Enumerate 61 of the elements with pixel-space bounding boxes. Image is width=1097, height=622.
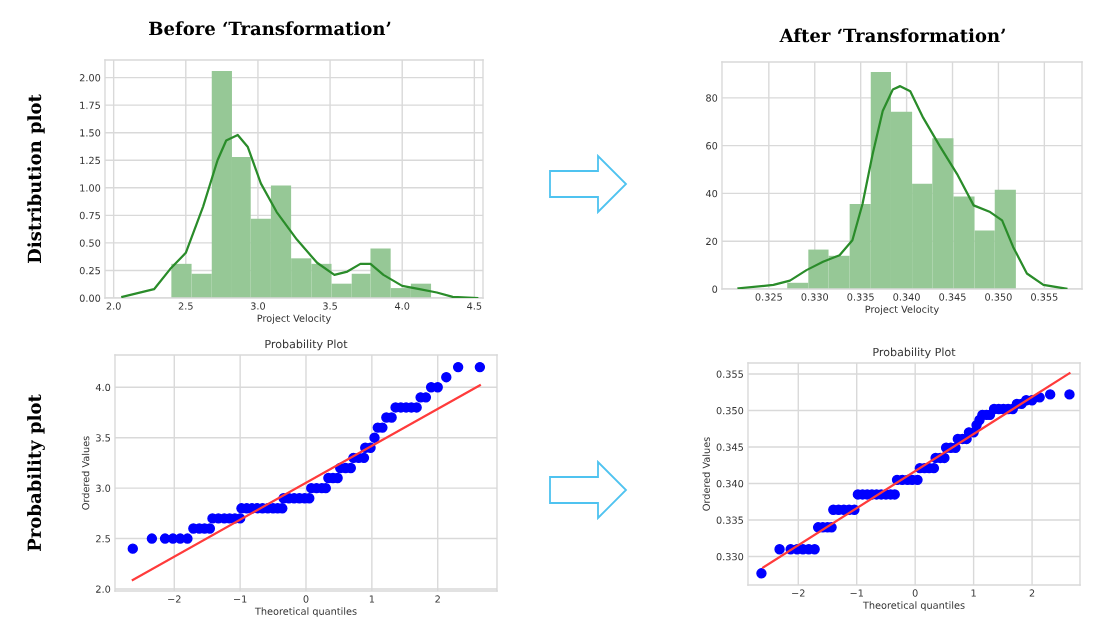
y-tick-label: 3.0	[96, 484, 111, 492]
text: Probability plot	[27, 394, 45, 551]
x-tick-label: 0	[303, 595, 309, 603]
x-axis-title: Project Velocity	[257, 314, 331, 324]
y-tick-label: 1.75	[80, 101, 100, 110]
y-tick-label: 2.00	[79, 74, 101, 82]
y-tick-label: 0.350	[716, 406, 744, 415]
x-tick-label: 0.340	[893, 293, 920, 301]
x-tick-label: 0.330	[801, 293, 829, 301]
y-tick-label: 2.5	[96, 535, 110, 543]
chart-title: Before ‘Transformation’	[149, 21, 391, 36]
y-tick-label: 0	[712, 285, 718, 293]
y-tick-label: 0.25	[79, 266, 100, 275]
x-axis-title: Project Velocity	[865, 305, 939, 315]
x-tick-label: 2.0	[106, 302, 121, 310]
x-tick-label: 4.0	[394, 302, 410, 310]
y-tick-label: 0.340	[716, 479, 744, 488]
y-tick-label: 20	[706, 237, 718, 246]
chart-title: After ‘Transformation’	[779, 28, 1005, 43]
y-axis-title: Ordered Values	[81, 436, 90, 510]
y-axis-title: Ordered Values	[702, 437, 710, 511]
y-tick-label: 1.00	[80, 184, 101, 192]
x-tick-label: 4.5	[467, 302, 482, 310]
x-tick-label: 2	[435, 595, 440, 603]
x-axis-title: Theoretical quantiles	[862, 601, 965, 611]
x-tick-label: 0	[912, 589, 918, 597]
y-tick-label: 4.0	[95, 383, 111, 392]
y-tick-label: 0.330	[716, 553, 744, 561]
y-tick-label: 3.5	[96, 434, 110, 442]
x-axis-title: Theoretical quantiles	[254, 607, 357, 617]
x-tick-label: 0.325	[755, 293, 782, 301]
y-tick-label: 0.335	[716, 516, 743, 524]
x-tick-label: −2	[792, 589, 805, 597]
x-tick-label: 2	[1029, 589, 1035, 597]
x-tick-label: 2.5	[178, 302, 193, 310]
y-tick-label: 80	[706, 94, 718, 102]
y-tick-label: 0.345	[716, 443, 743, 451]
x-tick-label: 1	[369, 595, 375, 603]
y-tick-label: 0.00	[79, 294, 101, 302]
y-tick-label: 40	[705, 189, 718, 198]
x-tick-label: 0.335	[847, 293, 874, 301]
x-tick-label: −2	[168, 595, 181, 603]
x-tick-label: 3.5	[323, 302, 337, 310]
x-tick-label: 1	[971, 589, 976, 597]
x-tick-label: −1	[850, 589, 863, 597]
y-tick-label: 0.75	[79, 211, 100, 220]
chart-title: Probability Plot	[873, 347, 956, 359]
x-tick-label: 3.0	[250, 302, 266, 310]
y-tick-label: 60	[706, 142, 718, 150]
x-tick-label: 0.345	[939, 293, 966, 301]
x-tick-label: 0.350	[985, 293, 1012, 301]
y-tick-label: 1.25	[80, 156, 100, 165]
line-series	[737, 85, 1068, 289]
line-series	[121, 133, 479, 298]
y-tick-label: 0.50	[79, 239, 101, 247]
x-tick-label: 0.355	[1031, 293, 1058, 301]
y-tick-label: 1.50	[80, 129, 101, 137]
y-tick-label: 0.355	[716, 370, 743, 378]
chart-title: Probability Plot	[265, 339, 348, 351]
text: Distribution plot	[27, 94, 45, 263]
x-tick-label: −1	[234, 595, 247, 603]
